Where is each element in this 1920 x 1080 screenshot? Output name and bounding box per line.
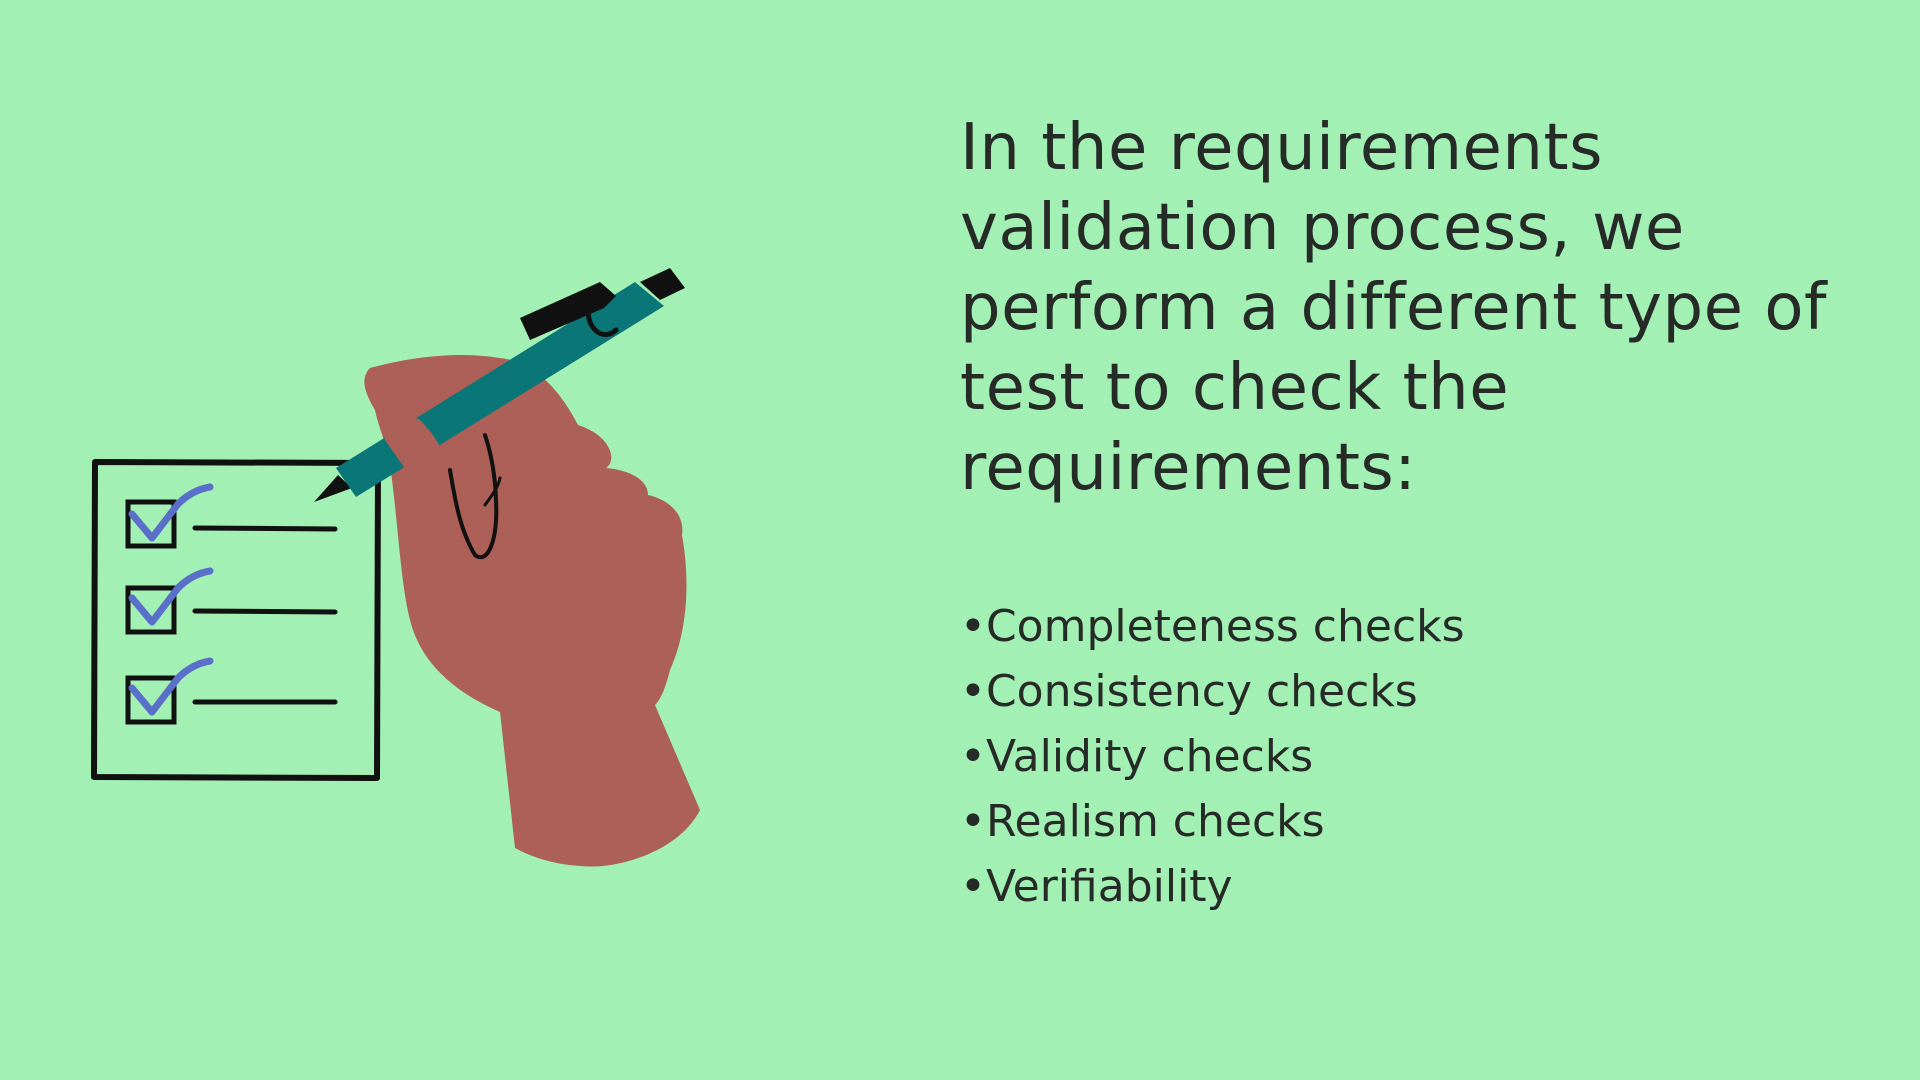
- hand: [364, 355, 700, 867]
- checkmark-icon: [128, 657, 214, 716]
- checklist-illustration: [0, 0, 760, 1080]
- bullet-list: •Completeness checks •Consistency checks…: [960, 594, 1860, 919]
- checklist-row-3: [125, 657, 338, 725]
- list-item: •Validity checks: [960, 731, 1314, 782]
- list-item: •Verifiability: [960, 861, 1233, 912]
- heading: In the requirements validation process, …: [960, 111, 1828, 505]
- text-block: In the requirements validation process, …: [960, 108, 1860, 919]
- list-item: •Realism checks: [960, 796, 1325, 847]
- index-finger: [384, 416, 446, 490]
- list-item: •Completeness checks: [960, 601, 1465, 652]
- checklist-row-2: [125, 567, 338, 635]
- list-item: •Consistency checks: [960, 666, 1418, 717]
- checkmark-icon: [128, 567, 214, 626]
- checklist-paper: [91, 459, 381, 781]
- checklist-row-1: [125, 483, 338, 549]
- checkmark-icon: [128, 483, 214, 542]
